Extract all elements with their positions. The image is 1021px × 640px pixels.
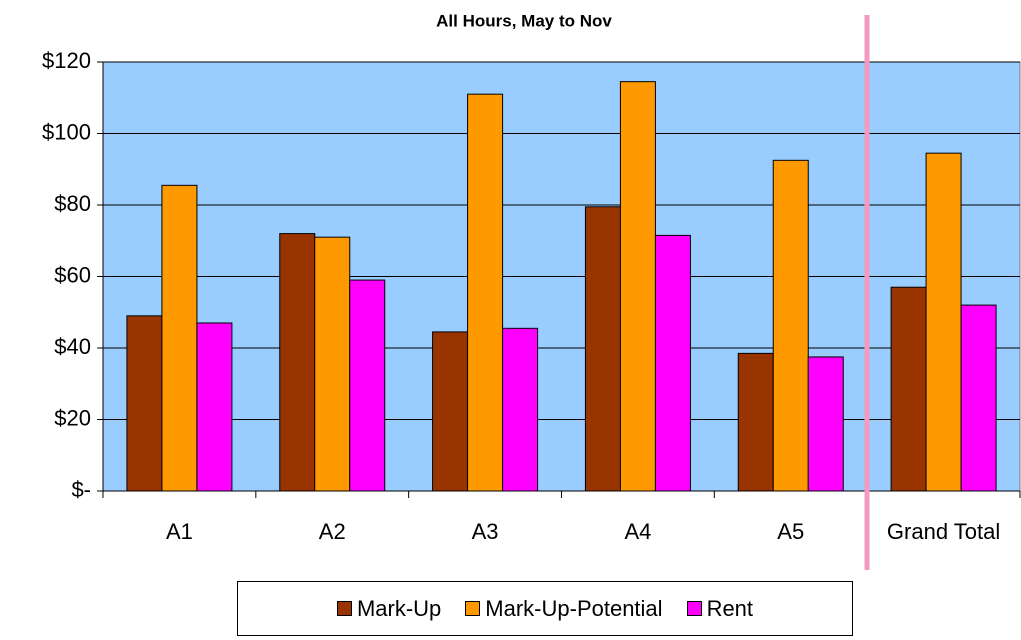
y-tick-label: $100 <box>42 119 91 144</box>
bar <box>196 322 233 492</box>
bar <box>960 304 997 492</box>
legend-item: Mark-Up <box>336 595 442 622</box>
bar <box>161 184 198 492</box>
legend-item: Rent <box>686 595 754 622</box>
bar <box>349 279 386 492</box>
bar <box>467 93 504 492</box>
y-tick-label: $80 <box>54 191 91 216</box>
y-tick-label: $60 <box>54 262 91 287</box>
bar <box>890 286 927 492</box>
bar <box>502 327 539 492</box>
y-tick-label: $20 <box>54 405 91 430</box>
x-tick-label: Grand Total <box>886 519 1001 544</box>
bar <box>126 315 163 492</box>
legend-label: Mark-Up-Potential <box>485 595 663 621</box>
legend-item: Mark-Up-Potential <box>465 595 663 622</box>
bar <box>279 233 316 492</box>
bar <box>654 234 691 492</box>
legend: Mark-Up Mark-Up-Potential Rent <box>237 581 853 636</box>
bar <box>619 81 656 492</box>
y-tick-label: $120 <box>42 48 91 73</box>
x-tick-label: A4 <box>624 519 652 544</box>
bar <box>584 206 621 492</box>
y-tick-label: $40 <box>54 334 91 359</box>
x-tick-label: A2 <box>318 519 346 544</box>
legend-label: Rent <box>706 595 754 621</box>
legend-label: Mark-Up <box>356 595 442 621</box>
bar <box>925 152 962 492</box>
legend-swatch <box>336 601 352 616</box>
bar <box>772 159 809 492</box>
y-tick-label: $- <box>71 477 91 502</box>
bar <box>807 356 844 492</box>
legend-swatch <box>465 601 481 616</box>
bar <box>314 236 351 492</box>
x-tick-label: A3 <box>471 519 499 544</box>
bar <box>432 331 469 492</box>
chart-title: All Hours, May to Nov <box>436 11 612 30</box>
x-tick-label: A1 <box>165 519 193 544</box>
x-tick-label: A5 <box>777 519 805 544</box>
legend-swatch <box>686 601 702 616</box>
bar <box>737 352 774 492</box>
